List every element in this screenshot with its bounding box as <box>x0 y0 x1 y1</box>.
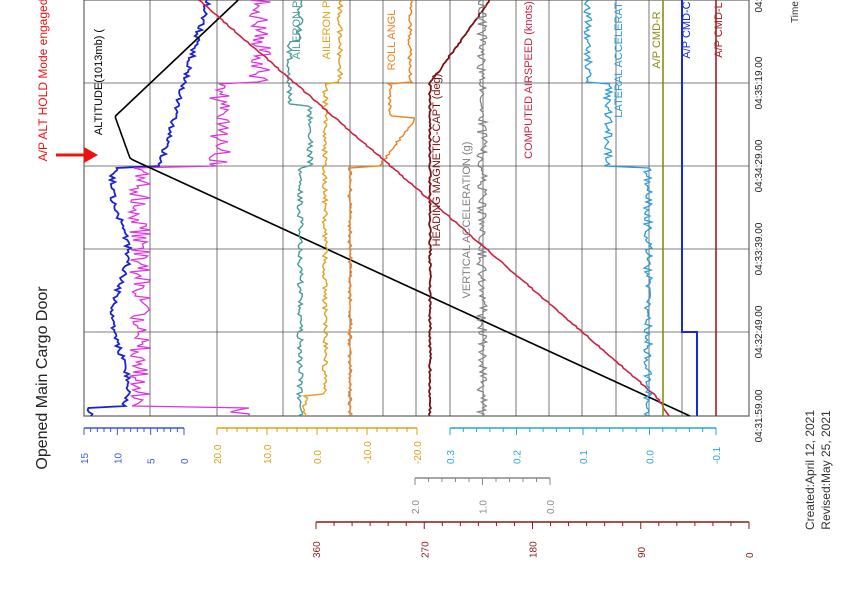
scale-tick-label: 10.0 <box>263 444 274 464</box>
scale-vertical_accel: 2.0 1.0 0.0 <box>411 477 557 514</box>
series-magenta-trace <box>126 0 272 417</box>
scale-tick-label: 180 <box>529 541 540 558</box>
scale-tick-label: 0.1 <box>579 450 590 464</box>
series-label: LATERAL ACCELERAT <box>613 2 625 118</box>
series-heading <box>427 0 491 417</box>
scale-tick-label: 0.3 <box>446 450 457 464</box>
series-airspeed <box>198 0 670 417</box>
scale-tick-label: 0.2 <box>513 450 524 464</box>
series-lateral-accel <box>583 0 655 417</box>
scale-tick-label: 0.0 <box>646 450 657 464</box>
scale-tick-label: 15 <box>80 452 91 464</box>
labels-layer: ALTITUDE(1013mb) ( AILERON P AILERON P ROLL… <box>93 1 725 299</box>
series-label: AILERON P <box>291 1 303 60</box>
scale-tick-label: 360 <box>312 541 323 558</box>
scale-tick-label: 0.0 <box>313 450 324 464</box>
time-tick-label: 04:31:59.00 <box>754 389 765 442</box>
series-label: VERTICAL ACCELERATION (g) <box>461 142 473 299</box>
scale-aileron_roll: 20.0 10.0 0.0 -10.0 -20.0 <box>213 427 424 464</box>
series-altitude <box>114 0 691 417</box>
series-label: A/P CMD-R <box>651 11 663 68</box>
annotation-arrow <box>56 147 98 163</box>
scale-tick-label: 0.0 <box>546 500 557 514</box>
scale-heading: 360 270 180 90 0 <box>312 521 756 558</box>
revised-date: Revised:May 25, 2021 <box>819 410 833 530</box>
scale-tick-label: -20.0 <box>413 441 424 464</box>
time-tick-label: 04:35:19.00 <box>754 56 765 109</box>
series-label: ROLL ANGL <box>386 10 398 71</box>
time-tick-label: 04:36 <box>754 0 765 13</box>
scale-tick-label: 20.0 <box>213 444 224 464</box>
series-aileron-yellow <box>301 0 344 417</box>
series-aileron-teal <box>285 0 314 417</box>
scale-tick-label: 5 <box>147 458 158 464</box>
scale-tick-label: 2.0 <box>411 500 422 514</box>
series-label: A/P CMD-L <box>713 2 725 57</box>
series-layer <box>86 0 717 417</box>
series-label: AILERON P <box>321 1 333 60</box>
time-ticks-layer: 04:31:59.00 04:32:49.00 04:33:39.00 04:34:2… <box>754 0 765 442</box>
scales-layer: 15 10 5 0 20.0 10.0 0.0 -10.0 -20.02.0 1.0 0.00.3 0… <box>80 427 756 558</box>
scale-tick-label: -0.1 <box>712 446 723 464</box>
scale-tick-label: 10 <box>113 452 124 464</box>
scale-tick-label: 270 <box>420 541 431 558</box>
series-blue-trace <box>86 0 212 417</box>
series-label: A/P CMD-C <box>681 1 693 58</box>
created-date: Created:April 12, 2021 <box>803 410 817 530</box>
series-roll <box>347 0 415 417</box>
series-label: COMPUTED AIRSPEED (knots) <box>523 1 535 159</box>
scale-tick-label: -10.0 <box>363 441 374 464</box>
scale-tick-label: 0 <box>745 552 756 558</box>
grid <box>83 0 750 417</box>
series-vertical-accel <box>475 0 490 417</box>
scale-tick-label: 0 <box>180 458 191 464</box>
time-tick-label: 04:32:49.00 <box>754 305 765 358</box>
scale-altitude: 15 10 5 0 <box>80 427 191 464</box>
scale-lateral_accel: 0.3 0.2 0.1 0.0 -0.1 <box>446 427 723 464</box>
series-label: ALTITUDE(1013mb) ( <box>93 29 105 135</box>
annotation-text: A/P ALT HOLD Mode engaged <box>36 0 50 161</box>
time-axis-label: Time <box>790 1 801 23</box>
scale-tick-label: 90 <box>637 546 648 558</box>
chart-title: Opened Main Cargo Door <box>34 286 51 470</box>
series-ap-cmd-c <box>681 0 698 416</box>
scale-tick-label: 1.0 <box>479 500 490 514</box>
time-tick-label: 04:33:39.00 <box>754 222 765 275</box>
time-tick-label: 04:34:29.00 <box>754 139 765 192</box>
series-label: HEADING MAGNETIC-CAPT (deg) <box>431 74 443 247</box>
